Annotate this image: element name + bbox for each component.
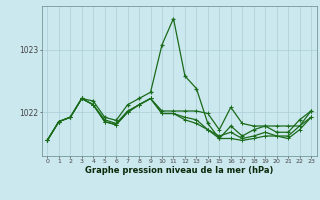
X-axis label: Graphe pression niveau de la mer (hPa): Graphe pression niveau de la mer (hPa) (85, 166, 273, 175)
